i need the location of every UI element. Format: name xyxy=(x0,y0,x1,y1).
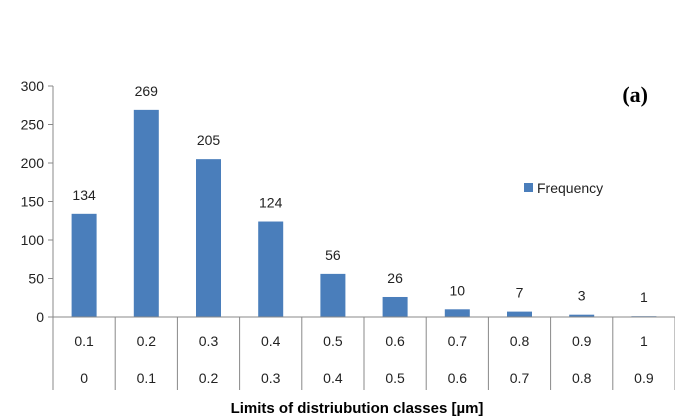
data-label: 134 xyxy=(72,187,96,203)
bar xyxy=(383,297,408,317)
y-tick-label: 0 xyxy=(36,309,44,325)
legend-label: Frequency xyxy=(537,180,603,196)
x-category-upper-label: 1 xyxy=(640,333,648,349)
data-label: 205 xyxy=(197,132,221,148)
data-label: 1 xyxy=(640,289,648,305)
y-tick-label: 200 xyxy=(21,155,45,171)
data-label: 7 xyxy=(516,285,524,301)
x-category-lower-label: 0 xyxy=(80,370,88,386)
x-category-upper-label: 0.8 xyxy=(510,333,530,349)
x-category-upper-label: 0.7 xyxy=(448,333,468,349)
x-category-lower-row: 0 0.1 0.2 0.3 0.4 0.5 0.6 0.7 0.8 0.9 xyxy=(80,370,654,386)
data-label: 269 xyxy=(135,83,159,99)
x-category-lower-label: 0.5 xyxy=(385,370,405,386)
x-category-upper-label: 0.1 xyxy=(74,333,94,349)
y-axis-ticks: 0 50 100 150 200 250 300 xyxy=(21,78,53,325)
x-category-lower-label: 0.9 xyxy=(634,370,654,386)
data-label: 124 xyxy=(259,195,283,211)
x-category-lower-label: 0.7 xyxy=(510,370,530,386)
legend: Frequency xyxy=(524,180,603,196)
bar xyxy=(134,110,159,317)
bar xyxy=(445,309,470,317)
panel-label: (a) xyxy=(622,82,648,107)
data-label: 3 xyxy=(578,288,586,304)
data-label: 10 xyxy=(450,282,466,298)
bar xyxy=(72,214,97,317)
x-category-upper-row: 0.1 0.2 0.3 0.4 0.5 0.6 0.7 0.8 0.9 1 xyxy=(74,333,648,349)
x-category-lower-label: 0.6 xyxy=(448,370,468,386)
x-category-lower-label: 0.2 xyxy=(199,370,219,386)
bar xyxy=(196,159,221,317)
y-tick-label: 150 xyxy=(21,194,45,210)
x-category-upper-label: 0.4 xyxy=(261,333,281,349)
y-tick-label: 250 xyxy=(21,117,45,133)
x-category-upper-label: 0.9 xyxy=(572,333,592,349)
x-category-lower-label: 0.8 xyxy=(572,370,592,386)
x-category-upper-label: 0.2 xyxy=(137,333,157,349)
bar xyxy=(507,312,532,317)
data-label: 56 xyxy=(325,247,341,263)
y-tick-label: 300 xyxy=(21,78,45,94)
y-tick-label: 50 xyxy=(28,271,44,287)
data-label: 26 xyxy=(387,270,403,286)
y-tick-label: 100 xyxy=(21,232,45,248)
x-category-lower-label: 0.4 xyxy=(323,370,343,386)
x-category-upper-label: 0.6 xyxy=(385,333,405,349)
x-category-lower-label: 0.3 xyxy=(261,370,281,386)
legend-swatch xyxy=(524,183,533,192)
bar xyxy=(258,222,283,317)
x-axis-title: Limits of distriubution classes [µm] xyxy=(231,400,484,417)
x-category-upper-label: 0.3 xyxy=(199,333,219,349)
x-category-upper-label: 0.5 xyxy=(323,333,343,349)
bars xyxy=(72,110,657,317)
x-category-lower-label: 0.1 xyxy=(137,370,157,386)
bar xyxy=(320,274,345,317)
